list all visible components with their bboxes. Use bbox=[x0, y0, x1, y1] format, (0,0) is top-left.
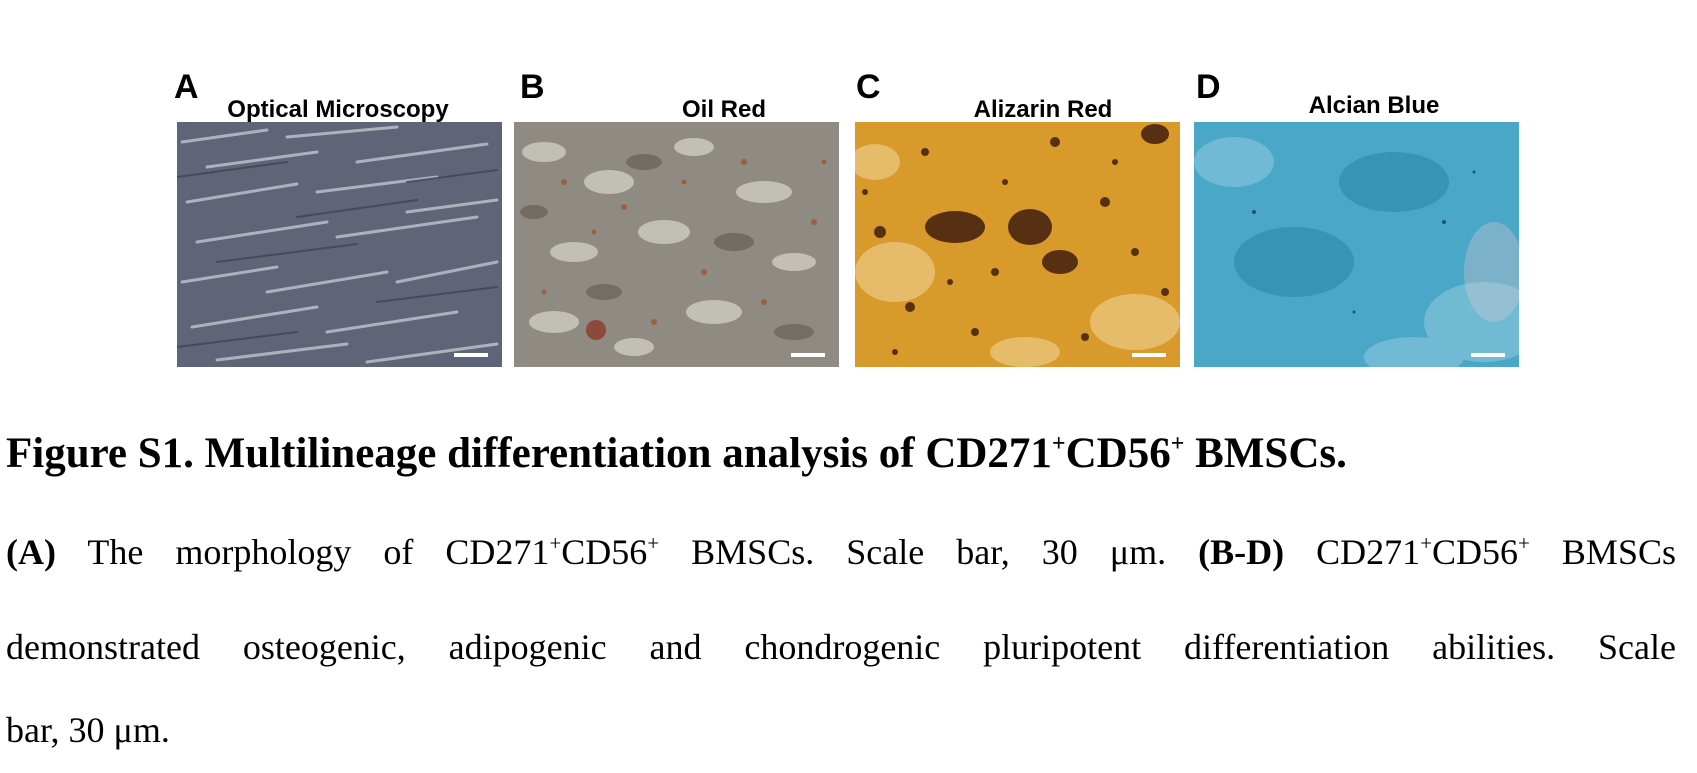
panel-title-a: Optical Microscopy bbox=[227, 96, 449, 123]
panel-title-d: Alcian Blue bbox=[1308, 92, 1440, 119]
caption-text: BMSCs. Scale bar, 30 μm. bbox=[659, 532, 1199, 572]
superscript-plus: + bbox=[1170, 431, 1185, 457]
micrograph-optical-microscopy bbox=[177, 122, 502, 367]
panel-letter-d: D bbox=[1196, 68, 1221, 106]
caption-text: CD271 bbox=[1284, 532, 1421, 572]
scale-bar bbox=[454, 353, 488, 357]
caption-line-3: bar, 30 μm. bbox=[6, 710, 170, 750]
caption-line-1: (A) The morphology of CD271+CD56+ BMSCs.… bbox=[6, 531, 1676, 572]
superscript-plus: + bbox=[1518, 531, 1530, 555]
panel-title-c: Alizarin Red bbox=[973, 96, 1113, 123]
caption-line-2: demonstrated osteogenic, adipogenic and … bbox=[6, 627, 1676, 667]
superscript-plus: + bbox=[1420, 531, 1433, 555]
panel-letter-b: B bbox=[520, 68, 545, 106]
scale-bar bbox=[1471, 353, 1505, 357]
micrograph-oil-red bbox=[514, 122, 839, 367]
caption-text: The morphology of CD271 bbox=[55, 532, 550, 572]
superscript-plus: + bbox=[549, 531, 562, 555]
figure-title-end: BMSCs. bbox=[1184, 430, 1347, 477]
figure-title-text: Figure S1. Multilineage differentiation … bbox=[6, 430, 1052, 477]
caption-label-a: (A) bbox=[6, 532, 56, 572]
micrograph-alcian-blue bbox=[1194, 122, 1519, 367]
panel-letter-c: C bbox=[856, 68, 881, 106]
figure-title: Figure S1. Multilineage differentiation … bbox=[6, 432, 1347, 475]
scale-bar bbox=[791, 353, 825, 357]
caption-label-b-d: (B-D) bbox=[1198, 532, 1285, 572]
micrograph-alizarin-red bbox=[855, 122, 1180, 367]
caption-text: BMSCs bbox=[1529, 532, 1676, 572]
panel-letter-a: A bbox=[174, 68, 199, 106]
superscript-plus: + bbox=[647, 531, 660, 555]
scale-bar bbox=[1132, 353, 1166, 357]
cd56-text: CD56 bbox=[561, 532, 648, 572]
cd56-text: CD56 bbox=[1065, 430, 1171, 477]
superscript-plus: + bbox=[1051, 431, 1066, 457]
cd56-text: CD56 bbox=[1432, 532, 1519, 572]
panel-title-b: Oil Red bbox=[681, 96, 766, 123]
